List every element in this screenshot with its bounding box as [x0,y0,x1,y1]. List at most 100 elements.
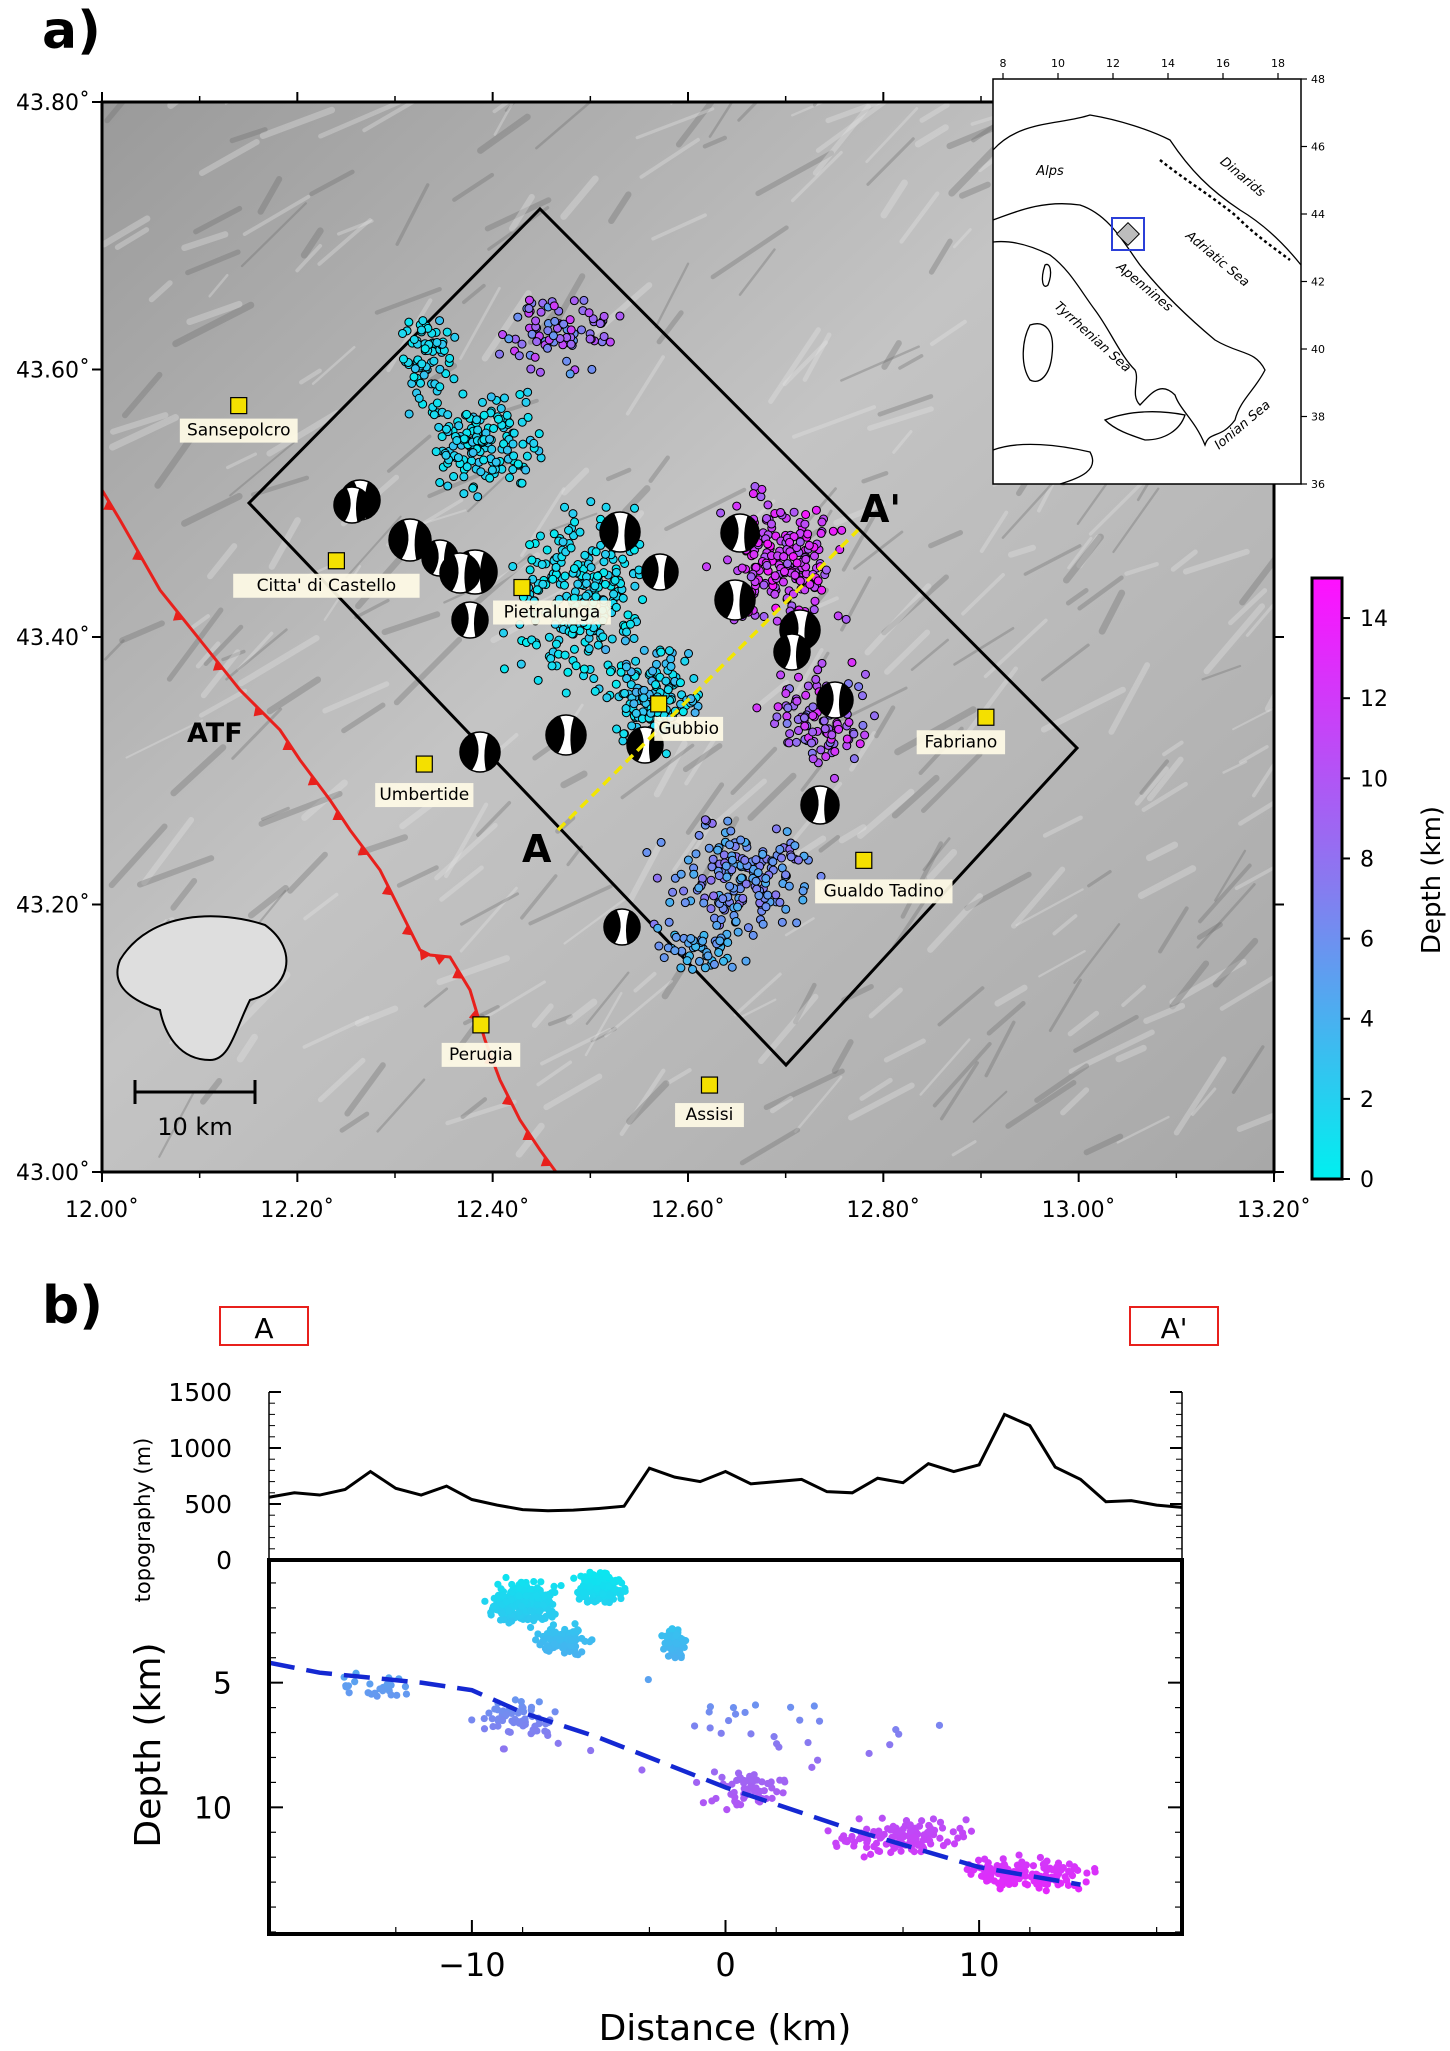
epicenter [817,517,827,527]
hypocenter [508,1617,516,1625]
relief-ridge [755,150,834,197]
hypocenter [747,1730,755,1738]
hypocenter [502,1710,511,1719]
town-marker [855,851,873,869]
hypocenter [621,1587,629,1595]
relief-ridge [386,298,433,373]
epicenter [752,703,762,713]
relief-ridge [357,834,408,856]
town-marker [513,578,531,597]
hypocenter [599,1590,607,1599]
relief-ridge [604,979,674,1038]
epicenter [793,855,803,865]
hypocenter [909,1833,917,1842]
epicenter [809,551,819,561]
epicenter [817,658,827,668]
relief-ridge [104,639,125,661]
epicenter [821,752,831,762]
epicenter [661,676,671,686]
relief-ridge [535,102,593,150]
fault-tooth [522,1130,534,1140]
hypocenter [480,1714,488,1723]
epicenter [536,307,546,317]
epicenter [485,473,495,483]
epicenter [534,429,544,439]
epicenter [708,854,718,864]
hypocenter [938,1824,947,1832]
hypocenter [567,1642,575,1650]
epicenter [435,364,445,374]
epicenter [523,387,533,397]
epicenter [517,339,527,349]
epicenter [445,353,455,363]
focal-mechanism-icon [545,714,587,756]
relief-ridge [961,573,1005,616]
relief-ridge [563,897,627,945]
relief-ridge [684,730,721,786]
relief-ridge [166,607,224,682]
hypocenter [570,1574,578,1582]
relief-ridge [1008,544,1037,558]
epicenter [602,693,612,703]
hypocenter [918,1817,926,1825]
epicenter [737,563,747,573]
relief-ridge [730,746,778,795]
lat-tick-label: 43.20˚ [16,894,90,919]
hypocenter [917,1848,925,1856]
epicenter [468,483,478,493]
epicenter [714,871,724,881]
inset-axes: 8 10 12 14 16 18 36 38 40 42 44 46 48 [1000,57,1326,491]
epicenter [666,654,676,664]
hypocenter [915,1822,924,1830]
epicenter [656,837,666,847]
relief-ridge [1077,575,1124,611]
focal-mechanism-icon [816,681,854,719]
epicenter [571,661,581,671]
epicenter [800,519,810,529]
epicenter [723,555,733,565]
hypocenter [586,1582,594,1590]
town-label: Fabriano [925,732,998,752]
epicenter [771,890,781,900]
relief-ridge [193,205,243,235]
hypocenter [706,1724,714,1732]
town-label-bg [675,1103,744,1128]
hypocenter [1059,1864,1067,1872]
corsica [1041,263,1052,287]
epicenter [568,624,578,634]
relief-ridge [1076,534,1102,569]
hypocenter [497,1585,505,1593]
hypocenter [710,1768,719,1776]
epicenter [790,570,800,580]
town-label: Citta' di Castello [257,576,396,596]
epicenter [847,657,857,667]
epicenter [800,585,810,595]
epicenter [498,330,508,340]
epicenter [473,425,483,435]
epicenter [432,398,442,408]
relief-ridge [883,1038,926,1063]
hypocenter [884,1825,892,1833]
epicenter [598,632,608,642]
relief-ridge [236,1033,258,1063]
relief-ridge [224,102,232,105]
epicenter [842,734,852,744]
relief-ridge [625,355,665,416]
epicenter [468,448,478,458]
epicenter [781,689,791,699]
relief-ridge [436,955,510,986]
epicenter [809,605,819,615]
epicenter [548,331,558,341]
relief-ridge [815,102,889,153]
relief-ridge [1158,906,1189,954]
relief-ridge [299,368,322,385]
hypocenter [665,1639,673,1647]
relief-ridge [648,455,670,483]
epicenter [449,472,459,482]
relief-ridge [1212,937,1259,988]
relief-ridge [951,1140,977,1157]
inset-x-tick: 14 [1161,57,1175,70]
epicenter [600,579,610,589]
focal-mechanism-icon [720,513,760,553]
